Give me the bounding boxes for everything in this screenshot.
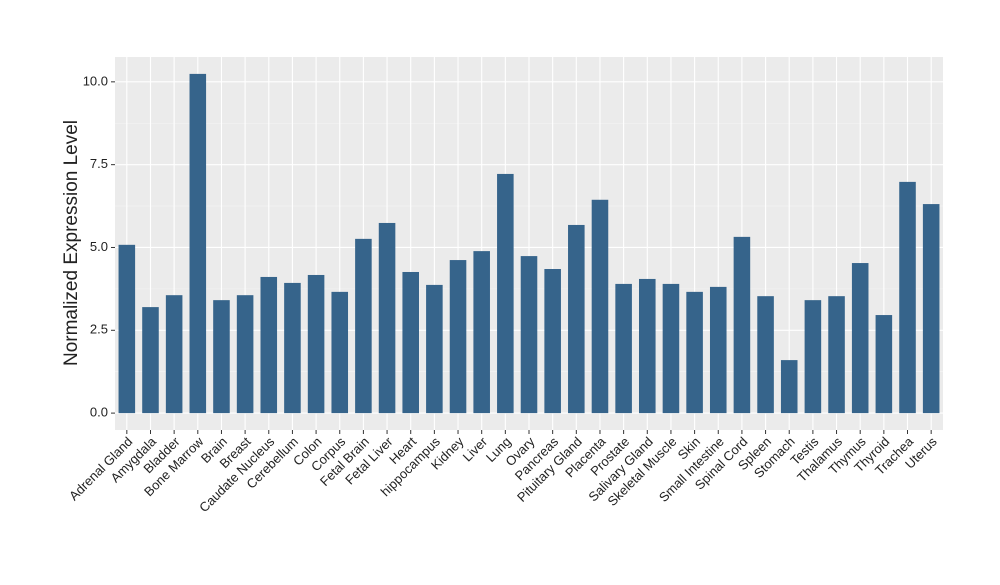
bar: [189, 73, 207, 414]
bar: [686, 291, 703, 414]
bar: [544, 269, 561, 414]
y-tick-label: 5.0: [90, 239, 108, 254]
bar: [378, 222, 396, 414]
bar: [804, 300, 822, 414]
bar: [899, 181, 916, 414]
bar: [449, 260, 467, 414]
bar: [142, 307, 159, 414]
bar: [520, 256, 538, 414]
bar: [568, 224, 585, 414]
bar: [828, 296, 845, 414]
y-axis-title: Normalized Expression Level: [61, 120, 82, 366]
x-tick-label: Liver: [460, 433, 491, 464]
bar: [780, 360, 798, 414]
y-tick-label: 7.5: [90, 156, 108, 171]
y-tick-label: 10.0: [83, 73, 108, 88]
bar: [615, 283, 632, 414]
bar: [922, 204, 940, 414]
bar: [473, 251, 490, 414]
bar: [402, 271, 419, 414]
bar: [260, 276, 278, 414]
bar: [591, 199, 609, 414]
bar: [733, 236, 751, 414]
bar: [307, 274, 325, 414]
bar: [284, 282, 301, 414]
bar: [213, 300, 230, 414]
bar: [851, 263, 869, 414]
bar: [497, 173, 514, 414]
bar: [236, 295, 254, 414]
y-tick-label: 2.5: [90, 322, 108, 337]
bar: [757, 296, 774, 414]
bar: [662, 283, 680, 414]
bar: [331, 291, 349, 414]
bar: [165, 295, 183, 414]
bar: [118, 244, 136, 414]
bar: [426, 284, 443, 414]
bar: [355, 238, 372, 414]
bar: [709, 286, 727, 414]
bar: [875, 315, 893, 414]
bar: [639, 278, 656, 414]
y-tick-label: 0.0: [90, 405, 108, 420]
